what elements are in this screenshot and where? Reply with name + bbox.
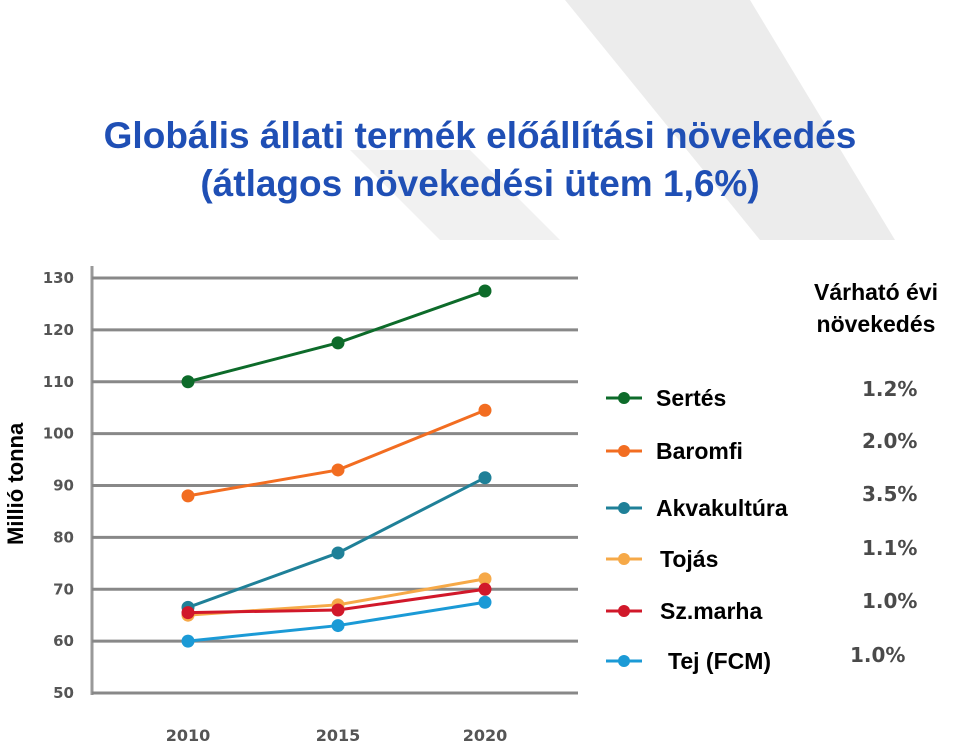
legend-swatch-marker-tej-fcm- <box>618 655 630 667</box>
data-point-sz-marha-2020 <box>478 582 492 596</box>
data-point-sertés-2015 <box>331 336 345 350</box>
x-tick-label-2010: 2010 <box>166 726 211 745</box>
data-point-tej-fcm--2020 <box>478 595 492 609</box>
y-tick-label-70: 70 <box>53 580 74 598</box>
data-point-akvakultúra-2015 <box>331 546 345 560</box>
growth-rate-tojás: 1.1% <box>862 536 917 560</box>
data-point-baromfi-2010 <box>181 489 195 503</box>
x-tick-label-2020: 2020 <box>463 726 508 745</box>
data-point-tojás-2020 <box>478 572 492 586</box>
legend-label-akvakultúra: Akvakultúra <box>656 495 788 521</box>
chart-title-line2: (átlagos növekedési ütem 1,6%) <box>200 163 760 204</box>
legend-label-tej-fcm-: Tej (FCM) <box>668 648 771 674</box>
y-tick-label-50: 50 <box>53 684 74 702</box>
legend-swatch-marker-sertés <box>618 392 630 404</box>
data-point-sertés-2010 <box>181 375 195 389</box>
legend-swatch-marker-baromfi <box>618 445 630 457</box>
data-point-baromfi-2020 <box>478 403 492 417</box>
expected-growth-header-line1: Várható évi <box>814 279 938 305</box>
data-point-akvakultúra-2020 <box>478 471 492 485</box>
data-point-sz-marha-2015 <box>331 603 345 617</box>
data-point-sz-marha-2010 <box>181 606 195 620</box>
y-tick-label-60: 60 <box>53 632 74 650</box>
growth-rate-sertés: 1.2% <box>862 377 917 401</box>
data-point-tej-fcm--2010 <box>181 634 195 648</box>
x-tick-label-2015: 2015 <box>316 726 361 745</box>
chart-title-line1: Globális állati termék előállítási növek… <box>103 115 857 156</box>
data-point-baromfi-2015 <box>331 463 345 477</box>
y-tick-label-120: 120 <box>43 321 74 339</box>
legend-label-tojás: Tojás <box>660 546 718 572</box>
y-tick-label-90: 90 <box>53 477 74 495</box>
growth-rate-sz-marha: 1.0% <box>862 589 917 613</box>
expected-growth-header: Várható évi növekedés <box>786 276 960 340</box>
legend-label-sertés: Sertés <box>656 385 726 411</box>
growth-rate-akvakultúra: 3.5% <box>862 482 917 506</box>
legend-swatch-marker-akvakultúra <box>618 502 630 514</box>
legend-swatch-marker-sz-marha <box>618 605 630 617</box>
legend-label-sz-marha: Sz.marha <box>660 598 762 624</box>
y-tick-label-130: 130 <box>43 269 74 287</box>
data-point-sertés-2020 <box>478 284 492 298</box>
expected-growth-header-line2: növekedés <box>816 311 936 337</box>
growth-rate-tej-fcm-: 1.0% <box>850 643 905 667</box>
legend-swatch-marker-tojás <box>618 553 630 565</box>
growth-rate-baromfi: 2.0% <box>862 429 917 453</box>
y-tick-label-80: 80 <box>53 528 74 546</box>
data-point-tej-fcm--2015 <box>331 619 345 633</box>
legend-label-baromfi: Baromfi <box>656 438 743 464</box>
y-tick-label-110: 110 <box>43 373 74 391</box>
y-tick-label-100: 100 <box>43 425 74 443</box>
y-axis-label: Millió tonna <box>3 422 28 545</box>
